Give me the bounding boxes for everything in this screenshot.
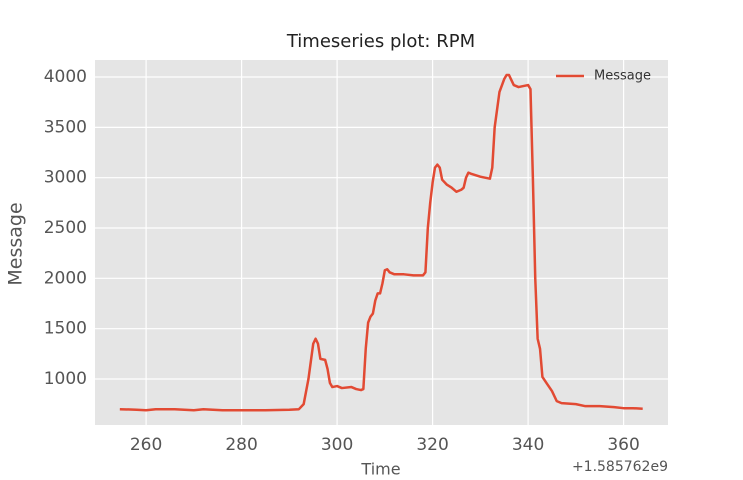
y-tick-label: 2000 bbox=[44, 268, 87, 288]
data-line bbox=[119, 73, 643, 412]
x-offset-label: +1.585762e9 bbox=[572, 459, 668, 475]
y-tick-label: 1000 bbox=[44, 369, 87, 389]
x-tick-label: 280 bbox=[225, 435, 257, 455]
y-tick-label: 4000 bbox=[44, 67, 87, 87]
x-tick-label: 340 bbox=[512, 435, 544, 455]
x-tick-label: 320 bbox=[416, 435, 448, 455]
x-axis-label: Time bbox=[360, 460, 400, 479]
legend-label: Message bbox=[594, 69, 651, 84]
x-tick-label: 300 bbox=[321, 435, 353, 455]
y-tick-label: 1500 bbox=[44, 319, 87, 339]
y-tick-label: 2500 bbox=[44, 218, 87, 238]
y-axis-label: Message bbox=[5, 202, 27, 285]
y-tick-label: 3000 bbox=[44, 168, 87, 188]
x-tick-label: 360 bbox=[607, 435, 639, 455]
plot-area bbox=[95, 60, 668, 425]
y-tick-label: 3500 bbox=[44, 117, 87, 137]
x-tick-label: 260 bbox=[130, 435, 162, 455]
chart-title: Timeseries plot: RPM bbox=[286, 31, 475, 52]
